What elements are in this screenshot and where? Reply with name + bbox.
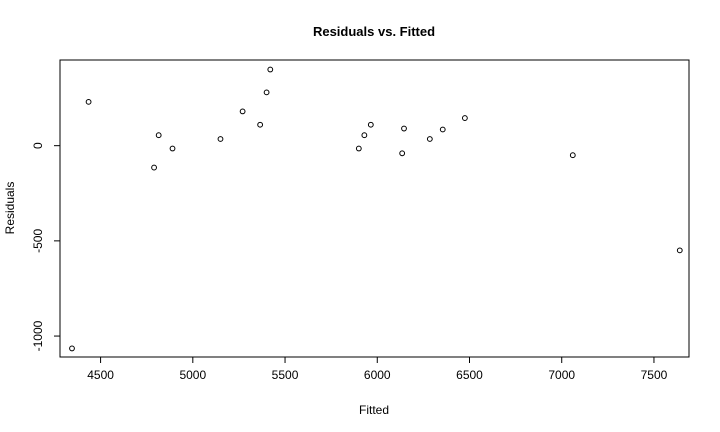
data-point [426,136,433,142]
data-point [399,150,406,157]
data-point [361,132,368,139]
data-points [69,66,683,352]
data-point [155,132,162,139]
data-point [263,89,270,96]
plot-frame [59,59,690,358]
x-tick-label: 7000 [548,368,575,382]
data-point [69,345,75,352]
y-tick-label: 0 [31,142,45,149]
x-tick-label: 5000 [179,368,206,382]
x-tick-label: 4500 [87,368,114,382]
x-tick-label: 5500 [272,368,299,382]
y-tick-label: -500 [31,229,45,253]
data-point [169,145,176,152]
data-point [355,145,362,152]
data-point [239,108,246,115]
y-tick-label: -1000 [31,320,45,351]
data-point [217,136,224,142]
x-tick-label: 6500 [456,368,483,382]
x-tick-label: 7500 [641,368,668,382]
x-axis-label: Fitted [359,403,389,417]
data-point [461,115,468,121]
data-point [569,152,576,159]
x-tick-label: 6000 [364,368,391,382]
data-point [401,125,407,132]
data-point [257,121,264,128]
y-axis-label: Residuals [3,182,17,235]
data-point [267,66,274,73]
data-point [676,247,683,254]
data-point [439,126,446,133]
data-point [85,98,92,105]
x-axis: 4500 5000 5500 6000 6500 7000 7500 [87,357,668,382]
data-point [367,121,374,128]
chart-title: Residuals vs. Fitted [313,24,435,39]
y-axis: -1000 -500 0 [31,142,60,351]
data-point [151,164,157,171]
